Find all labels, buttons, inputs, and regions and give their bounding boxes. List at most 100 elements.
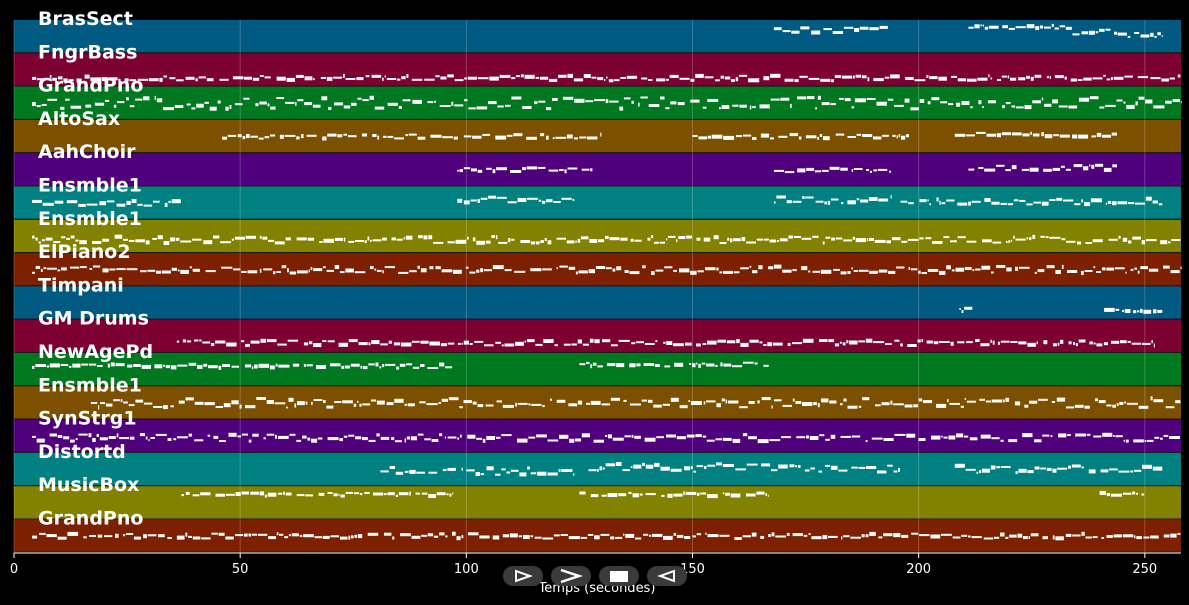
note: [365, 75, 370, 78]
note: [368, 439, 376, 442]
note: [1005, 536, 1009, 539]
note: [1089, 96, 1099, 100]
note: [866, 238, 869, 242]
note: [638, 102, 640, 107]
note: [679, 268, 690, 273]
note: [587, 136, 598, 140]
note: [950, 240, 957, 243]
note: [367, 532, 379, 536]
track-label: Ensmble1: [38, 175, 142, 197]
note: [600, 533, 610, 536]
note: [535, 241, 540, 245]
note: [732, 438, 741, 443]
note: [363, 366, 368, 370]
note: [1134, 32, 1140, 34]
note: [723, 270, 733, 274]
note: [451, 101, 454, 106]
note: [946, 199, 955, 202]
note: [566, 134, 573, 139]
note: [204, 101, 209, 104]
note: [517, 402, 528, 405]
note: [72, 363, 81, 368]
note: [362, 133, 367, 137]
note: [827, 200, 831, 205]
note: [263, 437, 266, 440]
note: [467, 236, 469, 240]
note: [825, 236, 831, 239]
forward-button[interactable]: [551, 566, 591, 586]
note: [1077, 241, 1082, 245]
note: [782, 269, 792, 273]
note: [323, 266, 326, 269]
note: [173, 438, 177, 441]
note: [273, 271, 276, 275]
note: [765, 493, 767, 496]
note: [1081, 31, 1088, 35]
note: [544, 238, 547, 241]
note: [46, 534, 57, 538]
back-button[interactable]: [647, 566, 687, 586]
note: [1054, 27, 1059, 30]
note: [778, 464, 788, 469]
note: [1068, 105, 1078, 109]
note: [862, 134, 873, 137]
note: [808, 77, 820, 80]
note: [396, 366, 400, 370]
note: [405, 134, 408, 137]
note: [939, 200, 941, 205]
note: [643, 363, 655, 366]
note: [250, 491, 259, 495]
note: [840, 167, 848, 171]
note: [163, 107, 174, 111]
note: [674, 362, 684, 367]
note: [825, 438, 830, 441]
note: [41, 104, 47, 106]
note: [623, 533, 625, 536]
note: [829, 400, 837, 404]
note: [480, 197, 488, 200]
note: [670, 468, 682, 472]
note: [497, 105, 504, 108]
note: [145, 436, 148, 440]
note: [516, 75, 520, 78]
stop-button[interactable]: [599, 566, 639, 586]
note: [631, 342, 636, 345]
note: [119, 437, 129, 440]
play-button[interactable]: [503, 566, 543, 586]
note: [370, 266, 374, 270]
note: [778, 135, 788, 138]
note: [287, 339, 299, 342]
note: [294, 403, 297, 408]
note: [821, 102, 830, 106]
x-tick-label: 50: [232, 562, 249, 577]
note: [581, 168, 590, 171]
note: [589, 239, 598, 243]
note: [406, 363, 413, 366]
note: [651, 533, 663, 537]
note: [590, 168, 593, 172]
note: [986, 133, 997, 137]
note: [237, 134, 242, 138]
note: [320, 77, 326, 79]
note: [1042, 434, 1050, 437]
note: [371, 399, 377, 402]
note: [685, 342, 692, 346]
note: [1153, 399, 1164, 403]
note: [547, 439, 559, 442]
track-band: [14, 53, 1181, 86]
note: [940, 101, 948, 104]
note: [382, 135, 387, 138]
note: [771, 532, 775, 537]
note: [1021, 168, 1029, 171]
note: [975, 131, 986, 134]
note: [527, 197, 538, 200]
note: [515, 341, 524, 346]
note: [684, 466, 691, 471]
note: [844, 98, 851, 102]
note: [1040, 467, 1046, 470]
note: [1161, 78, 1169, 82]
note: [511, 77, 516, 80]
note: [347, 135, 357, 138]
note: [447, 467, 456, 471]
note: [523, 535, 530, 539]
